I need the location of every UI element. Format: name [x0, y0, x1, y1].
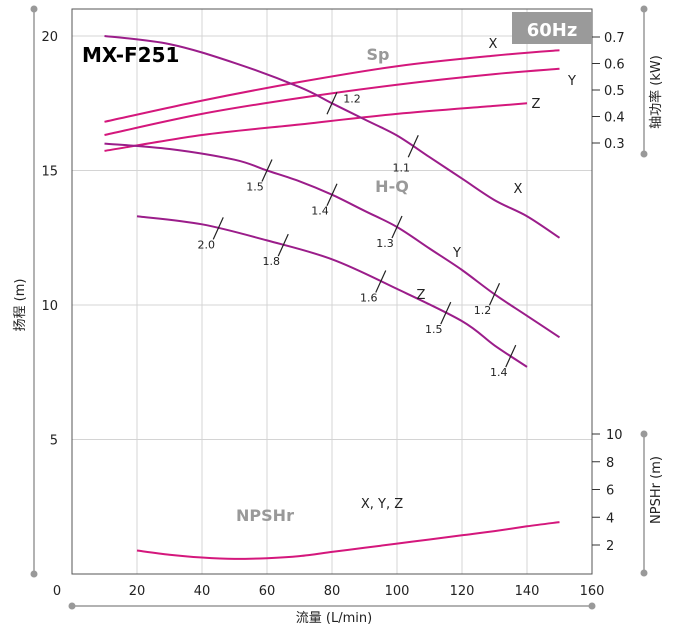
x-tick-label-0: 0 [53, 584, 61, 599]
y-axis-title-power: 轴功率 (kW) [648, 55, 664, 129]
efficiency-label-x-1.2: 1.2 [343, 92, 361, 105]
power-series-label-x: X [489, 37, 498, 52]
x-tick-label-140: 140 [515, 584, 540, 599]
hz-badge [512, 12, 592, 44]
power-tick-label-0.6: 0.6 [604, 58, 625, 73]
head-curve-x [104, 35, 561, 239]
efficiency-mark-y-1.3 [391, 215, 403, 239]
hz-badge-label: 60Hz [527, 20, 578, 41]
efficiency-label-y-1.2: 1.2 [474, 304, 492, 317]
power-axis-dot-bottom [640, 150, 648, 158]
power-tick-label-0.7: 0.7 [604, 31, 625, 46]
head-series-label-z: Z [417, 288, 426, 303]
y-axis-title-npsh: NPSHr (m) [649, 456, 664, 524]
plot-frame [71, 8, 593, 575]
head-tick-label-15: 15 [41, 165, 58, 180]
npsh-series-label: X, Y, Z [361, 497, 403, 512]
head-series-label-y: Y [452, 246, 461, 261]
head-curve-z [136, 215, 528, 368]
power-series-label-y: Y [567, 74, 576, 89]
power-tick-label-0.4: 0.4 [604, 111, 625, 126]
bottom-axis-dot-left [68, 602, 76, 610]
x-tick-label-40: 40 [194, 584, 211, 599]
efficiency-mark-y-1.4 [326, 183, 338, 206]
model-title: MX-F251 [82, 43, 179, 67]
efficiency-label-z-1.8: 1.8 [263, 255, 281, 268]
power-axis-dot-top [640, 5, 648, 13]
efficiency-mark-y-1.5 [261, 159, 273, 182]
efficiency-label-y-1.5: 1.5 [246, 181, 264, 194]
x-tick-label-120: 120 [450, 584, 475, 599]
efficiency-label-z-2.0: 2.0 [198, 238, 216, 251]
npsh-tick-label-4: 4 [606, 511, 614, 526]
power-tick-label-0.3: 0.3 [604, 137, 625, 152]
x-tick-label-60: 60 [259, 584, 276, 599]
head-tick-label-20: 20 [41, 30, 58, 45]
axes-layer [30, 5, 648, 610]
npsh-axis-dot-bottom [640, 569, 648, 577]
efficiency-mark-z-1.4 [505, 344, 517, 368]
labels-layer: 20 40 60 80 100 120 140 160 0 5 10 15 20 0.3 0.4 0.5 0.6… [41, 30, 624, 599]
head-tick-label-10: 10 [41, 299, 58, 314]
npsh-curve [136, 521, 560, 560]
efficiency-label-x-1.1: 1.1 [393, 161, 411, 174]
efficiency-mark-z-1.8 [277, 233, 289, 257]
npsh-tick-label-10: 10 [606, 428, 623, 443]
efficiency-label-z-1.4: 1.4 [490, 366, 508, 379]
efficiency-label-z-1.5: 1.5 [425, 323, 443, 336]
x-tick-label-20: 20 [129, 584, 146, 599]
npsh-tick-label-8: 8 [606, 456, 614, 471]
efficiency-mark-x-1.1 [407, 135, 419, 158]
power-curve-z [104, 102, 528, 152]
efficiency-mark-y-1.2 [488, 282, 501, 306]
efficiency-mark-z-1.6 [375, 270, 387, 293]
head-tick-label-5: 5 [50, 434, 58, 449]
left-axis-dot-top [30, 5, 38, 13]
efficiency-label-y-1.3: 1.3 [376, 237, 394, 250]
curves-layer [104, 35, 561, 560]
x-axis-title: 流量 (L/min) [296, 611, 372, 626]
power-series-label-z: Z [532, 97, 541, 112]
npsh-tick-label-2: 2 [606, 539, 614, 554]
x-tick-label-80: 80 [324, 584, 341, 599]
efficiency-label-y-1.4: 1.4 [311, 205, 329, 218]
head-series-label-x: X [514, 182, 523, 197]
npsh-axis-dot-top [640, 430, 648, 438]
power-tick-label-0.5: 0.5 [604, 84, 625, 99]
power-curve-x [104, 49, 560, 123]
y-axis-title-head: 扬程 (m) [13, 279, 28, 332]
npsh-group-label: NPSHr [236, 506, 294, 525]
npsh-tick-label-6: 6 [606, 484, 614, 499]
efficiency-label-z-1.6: 1.6 [360, 291, 378, 304]
left-axis-dot-bottom [30, 570, 38, 578]
bottom-axis-dot-right [588, 602, 596, 610]
x-tick-label-100: 100 [385, 584, 410, 599]
sp-group-label: Sp [367, 45, 390, 64]
power-curve-y [104, 67, 560, 136]
efficiency-mark-z-1.5 [440, 301, 452, 325]
x-tick-label-160: 160 [580, 584, 605, 599]
efficiency-mark-z-2.0 [212, 217, 224, 240]
hq-group-label: H-Q [375, 177, 409, 196]
efficiency-mark-x-1.2 [326, 92, 338, 115]
